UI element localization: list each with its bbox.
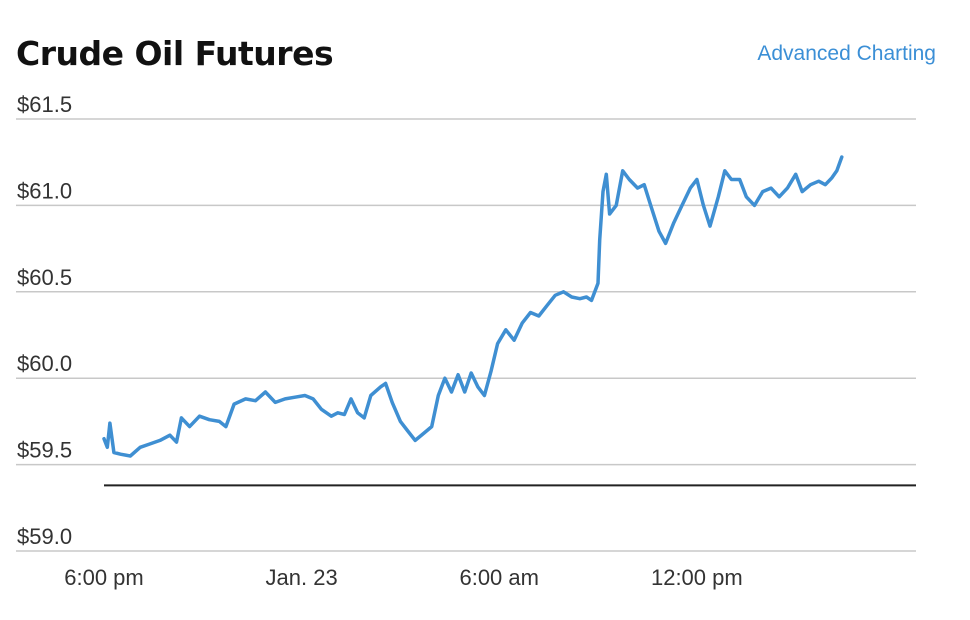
- y-tick-label: $61.5: [17, 92, 72, 117]
- price-series-line: [102, 155, 844, 458]
- y-tick-label: $60.5: [17, 265, 72, 290]
- grid-layer: [16, 118, 916, 552]
- x-tick-label: Jan. 23: [266, 565, 338, 590]
- y-tick-label: $60.0: [17, 351, 72, 376]
- page-title: Crude Oil Futures: [16, 34, 334, 73]
- advanced-charting-link[interactable]: Advanced Charting: [757, 42, 936, 65]
- y-tick-label: $61.0: [17, 178, 72, 203]
- x-tick-label: 6:00 am: [459, 565, 539, 590]
- label-layer: $61.5 $61.0 $60.5 $60.0 $59.5 $59.0 6:00 pm Jan…: [17, 92, 743, 590]
- y-tick-label: $59.0: [17, 524, 72, 549]
- x-tick-label: 6:00 pm: [64, 565, 144, 590]
- x-tick-label: 12:00 pm: [651, 565, 743, 590]
- y-tick-label: $59.5: [17, 438, 72, 463]
- series-layer: [102, 155, 844, 458]
